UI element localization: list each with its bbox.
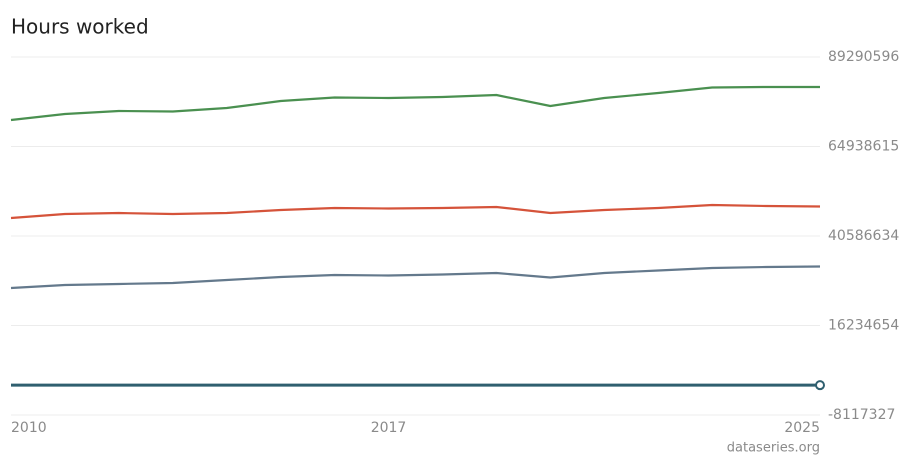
y-tick-label: 64938615: [828, 139, 899, 155]
x-tick-label: 2025: [784, 420, 820, 436]
chart-title: Hours worked: [11, 15, 149, 39]
y-tick-label: 16234654: [828, 318, 899, 334]
y-tick-label: 40586634: [828, 228, 899, 244]
x-tick-label: 2017: [371, 420, 407, 436]
y-tick-label: -8117327: [828, 407, 895, 423]
series-line: [10, 203, 821, 220]
y-tick-label: 89290596: [828, 49, 899, 65]
source: dataseries.org: [727, 441, 820, 456]
series-line: [10, 85, 820, 122]
end-marker: [815, 380, 825, 391]
x-tick-label: 2010: [11, 420, 47, 436]
series-line: [10, 265, 821, 290]
